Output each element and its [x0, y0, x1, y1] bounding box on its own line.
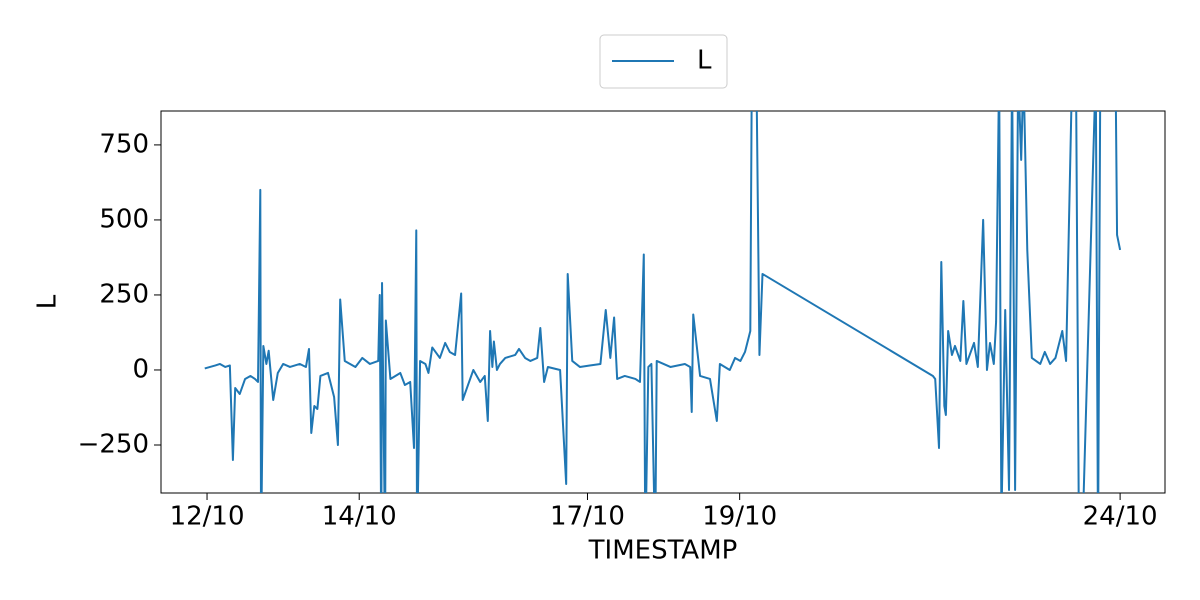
y-tick-label: 250 — [99, 279, 149, 309]
y-axis-label: L — [33, 294, 63, 309]
y-tick-label: 0 — [132, 354, 149, 384]
legend: L — [599, 34, 728, 89]
y-tick-label: 750 — [99, 129, 149, 159]
legend-label: L — [697, 46, 712, 76]
x-tick-label: 24/10 — [1083, 502, 1158, 532]
y-tick-label: −250 — [78, 429, 149, 459]
x-tick-label: 12/10 — [170, 502, 245, 532]
x-tick-label: 17/10 — [550, 502, 625, 532]
x-axis-label: TIMESTAMP — [588, 536, 738, 566]
x-tick-label: 19/10 — [702, 502, 777, 532]
plot-area — [204, 111, 1122, 493]
x-tick-label: 14/10 — [322, 502, 397, 532]
plot-frame — [160, 110, 1166, 494]
y-tick-label: 500 — [99, 204, 149, 234]
data-line — [204, 111, 1122, 493]
